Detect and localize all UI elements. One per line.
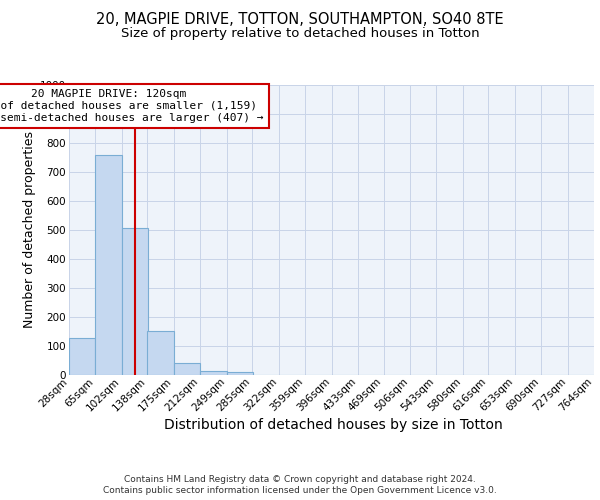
Bar: [174, 364, 200, 375]
Bar: [95, 155, 122, 375]
Bar: [69, 338, 95, 375]
Bar: [227, 372, 253, 375]
Y-axis label: Number of detached properties: Number of detached properties: [23, 132, 36, 328]
Text: 20, MAGPIE DRIVE, TOTTON, SOUTHAMPTON, SO40 8TE: 20, MAGPIE DRIVE, TOTTON, SOUTHAMPTON, S…: [96, 12, 504, 28]
Text: Contains HM Land Registry data © Crown copyright and database right 2024.: Contains HM Land Registry data © Crown c…: [124, 475, 476, 484]
Bar: [200, 370, 227, 375]
Text: 20 MAGPIE DRIVE: 120sqm
← 73% of detached houses are smaller (1,159)
26% of semi: 20 MAGPIE DRIVE: 120sqm ← 73% of detache…: [0, 90, 264, 122]
Text: Contains public sector information licensed under the Open Government Licence v3: Contains public sector information licen…: [103, 486, 497, 495]
Text: Distribution of detached houses by size in Totton: Distribution of detached houses by size …: [164, 418, 502, 432]
Bar: [148, 331, 174, 375]
Text: Size of property relative to detached houses in Totton: Size of property relative to detached ho…: [121, 28, 479, 40]
Bar: [122, 228, 148, 375]
